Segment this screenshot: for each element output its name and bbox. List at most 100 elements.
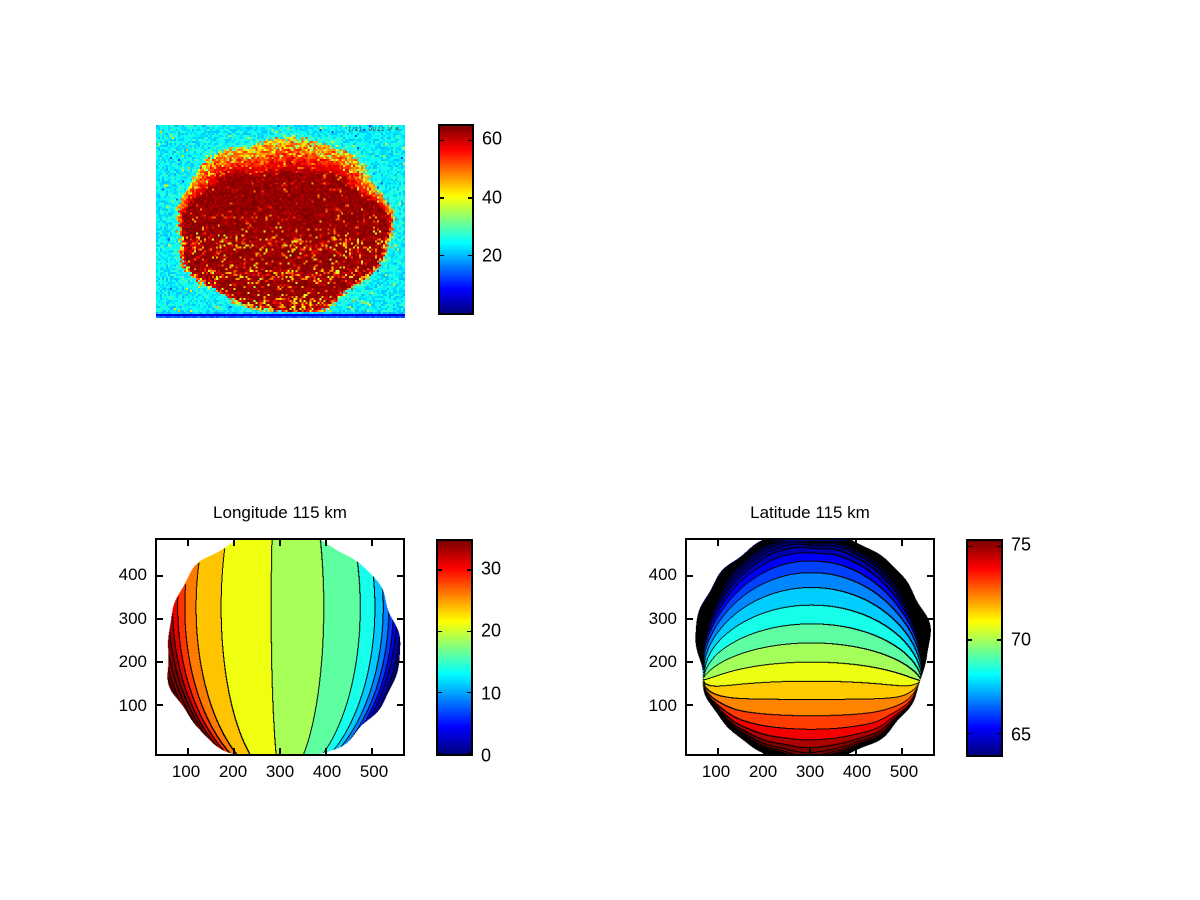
axis-tick-mark bbox=[371, 540, 374, 546]
y-tick-label: 200 bbox=[118, 652, 147, 672]
axis-tick-mark bbox=[186, 748, 189, 754]
colorbar-image-labels: 20 40 60 bbox=[482, 124, 522, 315]
colorbar-tick-label: 75 bbox=[1011, 534, 1032, 555]
axis-tick-mark bbox=[997, 545, 1001, 548]
longitude-y-tick-labels: 100 200 300 400 bbox=[95, 538, 147, 756]
axis-tick-mark bbox=[279, 540, 281, 546]
panel-latitude-contour bbox=[685, 538, 935, 756]
colorbar-latitude-gradient bbox=[968, 541, 1001, 755]
colorbar-latitude-labels: 65 70 75 bbox=[1011, 535, 1051, 757]
colorbar-longitude bbox=[436, 539, 473, 756]
x-tick-label: 300 bbox=[795, 762, 825, 781]
axis-tick-mark bbox=[762, 540, 765, 546]
axis-tick-mark bbox=[716, 540, 719, 546]
y-tick-label: 200 bbox=[648, 652, 677, 672]
axis-tick-mark bbox=[687, 575, 693, 578]
axis-tick-mark bbox=[901, 748, 904, 754]
axis-tick-mark bbox=[397, 703, 403, 706]
axis-tick-mark bbox=[927, 660, 933, 663]
axis-tick-mark bbox=[997, 639, 1001, 641]
latitude-contour-canvas bbox=[687, 540, 933, 754]
x-tick-label: 200 bbox=[748, 762, 778, 781]
axis-tick-mark bbox=[927, 703, 933, 706]
colorbar-tick-label: 40 bbox=[482, 187, 503, 208]
y-tick-label: 100 bbox=[648, 695, 677, 715]
axis-tick-mark bbox=[397, 618, 403, 621]
axis-tick-mark bbox=[157, 703, 163, 706]
axis-tick-mark bbox=[467, 630, 471, 633]
axis-tick-mark bbox=[687, 618, 693, 621]
x-tick-label: 400 bbox=[312, 762, 342, 781]
longitude-contour-canvas bbox=[157, 540, 403, 754]
latitude-plot-title: Latitude 115 km bbox=[750, 503, 870, 522]
axis-tick-mark bbox=[438, 569, 442, 571]
x-tick-label: 500 bbox=[889, 762, 919, 781]
image-annotation-text: 1/11. 0011 P 4 bbox=[347, 127, 400, 133]
y-tick-label: 300 bbox=[118, 608, 147, 628]
x-tick-label: 400 bbox=[842, 762, 872, 781]
y-tick-label: 400 bbox=[648, 565, 677, 585]
axis-tick-mark bbox=[438, 691, 442, 694]
axis-tick-mark bbox=[855, 748, 858, 754]
axis-tick-mark bbox=[716, 748, 719, 754]
axis-tick-mark bbox=[440, 197, 444, 199]
y-tick-label: 400 bbox=[118, 565, 147, 585]
colorbar-tick-label: 30 bbox=[481, 558, 502, 579]
axis-tick-mark bbox=[157, 575, 163, 578]
panel-longitude-contour bbox=[155, 538, 405, 756]
axis-tick-mark bbox=[762, 748, 765, 754]
axis-tick-mark bbox=[968, 732, 972, 735]
axis-tick-mark bbox=[468, 197, 472, 199]
axis-tick-mark bbox=[440, 139, 444, 142]
axis-tick-mark bbox=[901, 540, 904, 546]
axis-tick-mark bbox=[397, 660, 403, 663]
axis-tick-mark bbox=[438, 753, 442, 755]
colorbar-tick-label: 20 bbox=[481, 620, 502, 641]
axis-tick-mark bbox=[232, 540, 235, 546]
axis-tick-mark bbox=[927, 575, 933, 578]
axis-tick-mark bbox=[468, 254, 472, 257]
axis-tick-mark bbox=[279, 748, 281, 754]
colorbar-tick-label: 20 bbox=[482, 245, 503, 266]
axis-tick-mark bbox=[325, 748, 328, 754]
axis-tick-mark bbox=[157, 618, 163, 621]
x-tick-label: 100 bbox=[171, 762, 201, 781]
axis-tick-mark bbox=[687, 703, 693, 706]
heatmap-image-canvas bbox=[156, 125, 405, 318]
axis-tick-mark bbox=[855, 540, 858, 546]
x-tick-label: 200 bbox=[218, 762, 248, 781]
colorbar-image-gradient bbox=[440, 126, 472, 313]
axis-tick-mark bbox=[186, 540, 189, 546]
axis-tick-mark bbox=[467, 569, 471, 571]
axis-tick-mark bbox=[232, 748, 235, 754]
axis-tick-mark bbox=[440, 254, 444, 257]
y-tick-label: 300 bbox=[648, 608, 677, 628]
colorbar-longitude-labels: 0 10 20 30 bbox=[481, 539, 521, 765]
y-tick-label: 100 bbox=[118, 695, 147, 715]
x-tick-label: 100 bbox=[701, 762, 731, 781]
axis-tick-mark bbox=[809, 540, 811, 546]
axis-tick-mark bbox=[968, 545, 972, 548]
axis-tick-mark bbox=[157, 660, 163, 663]
axis-tick-mark bbox=[325, 540, 328, 546]
colorbar-longitude-gradient bbox=[438, 541, 471, 754]
colorbar-latitude bbox=[966, 539, 1003, 757]
colorbar-tick-label: 10 bbox=[481, 683, 502, 704]
axis-tick-mark bbox=[371, 748, 374, 754]
colorbar-tick-label: 65 bbox=[1011, 724, 1032, 745]
latitude-y-tick-labels: 100 200 300 400 bbox=[625, 538, 677, 756]
longitude-x-tick-labels: 100 200 300 400 500 bbox=[155, 762, 405, 782]
axis-tick-mark bbox=[468, 139, 472, 142]
colorbar-tick-label: 0 bbox=[481, 745, 492, 766]
axis-tick-mark bbox=[438, 630, 442, 633]
panel-image-heatmap: 1/11. 0011 P 4 bbox=[156, 125, 405, 318]
axis-tick-mark bbox=[968, 639, 972, 641]
axis-tick-mark bbox=[997, 732, 1001, 735]
axis-tick-mark bbox=[467, 753, 471, 755]
axis-tick-mark bbox=[467, 691, 471, 694]
latitude-x-tick-labels: 100 200 300 400 500 bbox=[685, 762, 935, 782]
colorbar-image bbox=[438, 124, 474, 315]
x-tick-label: 300 bbox=[265, 762, 295, 781]
axis-tick-mark bbox=[397, 575, 403, 578]
